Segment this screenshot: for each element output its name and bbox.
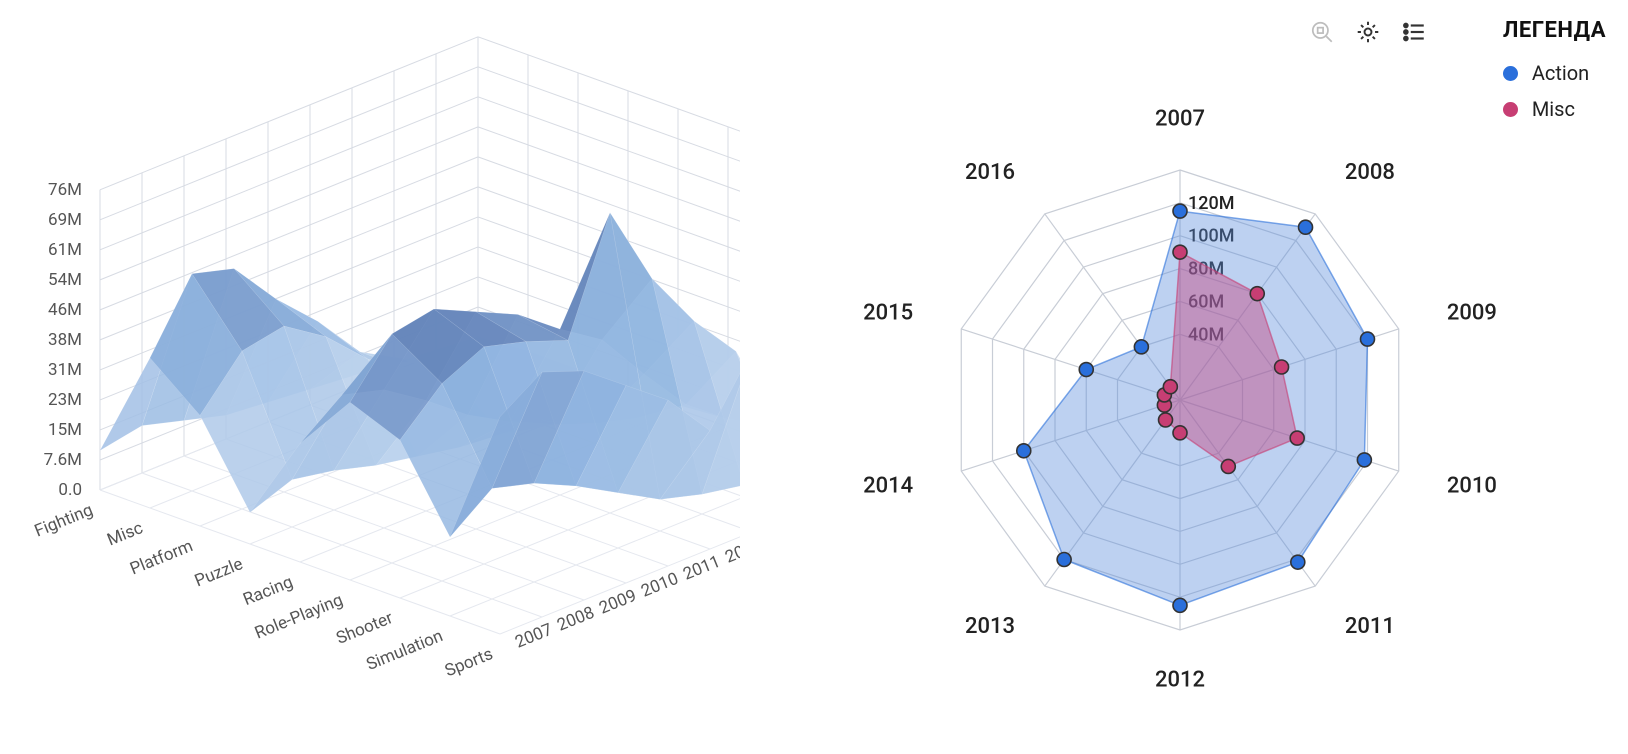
legend-item-misc[interactable]: Misc [1503, 97, 1606, 121]
legend-label: Misc [1532, 97, 1575, 121]
legend-swatch-action [1503, 66, 1518, 81]
svg-text:2012: 2012 [1155, 668, 1205, 693]
svg-text:Misc: Misc [104, 518, 146, 550]
svg-text:Sports: Sports [442, 644, 496, 681]
svg-text:Shooter: Shooter [334, 608, 397, 649]
radar-chart[interactable]: 2007 2008 2009 2010 2011 2012 2013 2014 2015 2016… [740, 0, 1620, 740]
legend-toggle-icon[interactable] [1400, 18, 1428, 46]
svg-text:76M: 76M [48, 180, 82, 200]
svg-text:2013: 2013 [965, 614, 1015, 639]
svg-text:31M: 31M [48, 360, 82, 380]
svg-text:46M: 46M [48, 300, 82, 320]
svg-text:69M: 69M [48, 210, 82, 230]
svg-text:2012: 2012 [722, 535, 740, 568]
svg-text:2011: 2011 [1345, 614, 1395, 639]
svg-text:7.6M: 7.6M [44, 450, 82, 470]
legend-label: Action [1532, 61, 1589, 85]
svg-text:2007: 2007 [512, 620, 555, 653]
svg-text:2014: 2014 [863, 474, 913, 499]
svg-text:2015: 2015 [863, 300, 913, 325]
surface3d-panel: 0.0 7.6M 15M 23M 31M 38M 46M 54M 61M 69M 76M Fighti… [0, 0, 740, 754]
zoom-reset-icon[interactable] [1308, 18, 1336, 46]
svg-text:2007: 2007 [1155, 106, 1205, 131]
svg-text:Racing: Racing [240, 572, 295, 610]
svg-text:2010: 2010 [1447, 474, 1497, 499]
svg-text:54M: 54M [48, 270, 82, 290]
svg-text:38M: 38M [48, 330, 82, 350]
legend-item-action[interactable]: Action [1503, 61, 1606, 85]
svg-text:2010: 2010 [638, 569, 681, 602]
svg-text:0.0: 0.0 [58, 480, 82, 500]
svg-text:61M: 61M [48, 240, 82, 260]
svg-text:Puzzle: Puzzle [192, 554, 246, 591]
legend-swatch-misc [1503, 102, 1518, 117]
svg-text:2009: 2009 [596, 586, 639, 619]
svg-text:Fighting: Fighting [32, 500, 96, 541]
surface3d-chart[interactable]: 0.0 7.6M 15M 23M 31M 38M 46M 54M 61M 69M 76M Fighti… [0, 0, 740, 740]
legend-title: ЛЕГЕНДА [1503, 18, 1606, 43]
svg-text:2009: 2009 [1447, 300, 1497, 325]
svg-text:15M: 15M [48, 420, 82, 440]
svg-text:2008: 2008 [554, 603, 597, 636]
chart-toolbar [1308, 18, 1428, 46]
svg-text:2011: 2011 [680, 552, 723, 585]
legend: ЛЕГЕНДА Action Misc [1503, 18, 1606, 133]
gear-icon[interactable] [1354, 18, 1382, 46]
svg-text:2008: 2008 [1345, 160, 1395, 185]
svg-text:Platform: Platform [127, 536, 196, 579]
radar-panel: ЛЕГЕНДА Action Misc 2007 2008 2009 2010 2011… [740, 0, 1628, 754]
svg-text:23M: 23M [48, 390, 82, 410]
svg-text:2016: 2016 [965, 160, 1015, 185]
svg-text:120M: 120M [1188, 193, 1234, 214]
